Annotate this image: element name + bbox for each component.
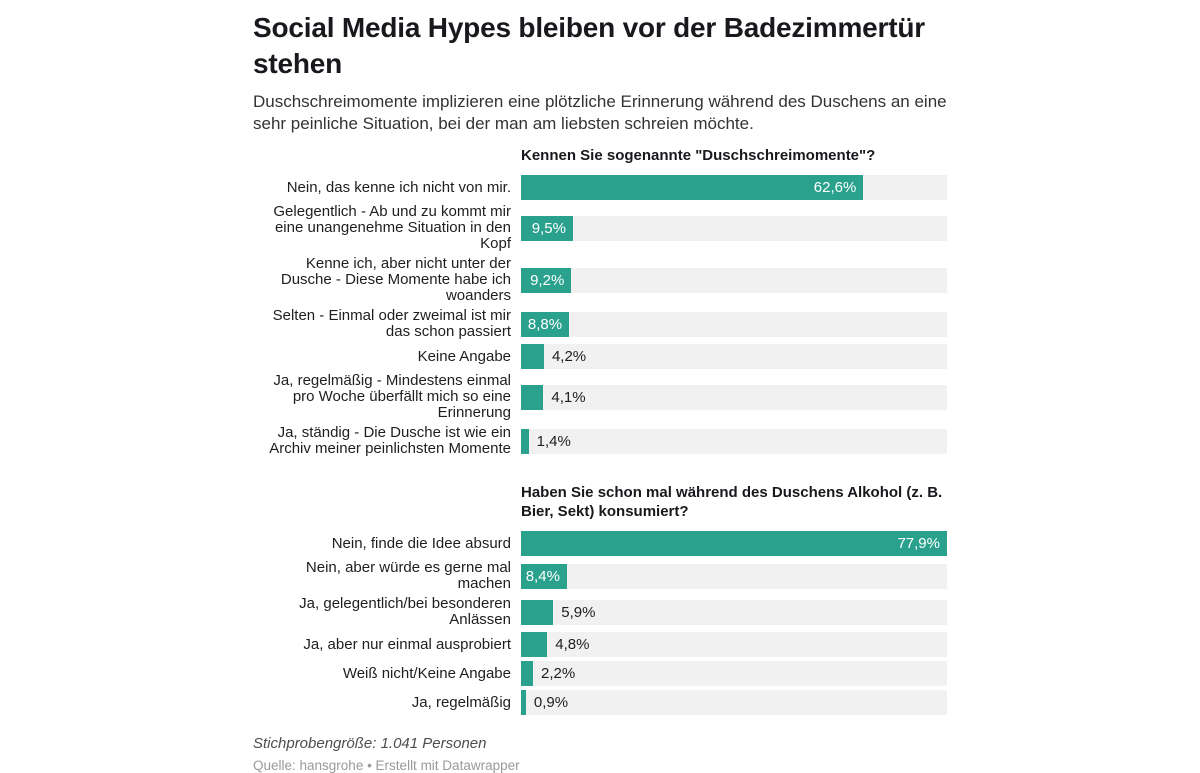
bar-rows: Nein, das kenne ich nicht von mir. 62,6% G… bbox=[253, 173, 947, 459]
value-label: 4,8% bbox=[555, 636, 590, 653]
bar bbox=[521, 632, 548, 657]
bar bbox=[521, 599, 554, 625]
chart-section-alkohol: Haben Sie schon mal während des Duschens… bbox=[253, 483, 947, 717]
bar-row: Selten - Einmal oder zweimal ist mir das… bbox=[253, 306, 947, 342]
value-label: 9,5% bbox=[531, 219, 566, 237]
chart-question: Kennen Sie sogenannte "Duschschreimoment… bbox=[521, 147, 876, 164]
bar-rows: Nein, finde die Idee absurd 77,9% Nein, ab… bbox=[253, 529, 947, 717]
bar bbox=[521, 661, 534, 686]
bar bbox=[521, 690, 526, 715]
bar: 9,5% bbox=[521, 215, 573, 241]
bar-row: Weiß nicht/Keine Angabe 2,2% bbox=[253, 659, 947, 688]
value-label: 8,4% bbox=[525, 567, 560, 585]
value-label: 5,9% bbox=[561, 603, 596, 621]
bar-track: 9,2% bbox=[521, 267, 947, 293]
value-label: 9,2% bbox=[530, 271, 565, 289]
value-label: 62,6% bbox=[813, 179, 857, 196]
bar-row: Nein, das kenne ich nicht von mir. 62,6% bbox=[253, 173, 947, 202]
category-label: Ja, ständig - Die Dusche ist wie ein Arc… bbox=[269, 424, 511, 457]
bar: 8,4% bbox=[521, 563, 567, 589]
source-line: Quelle: hansgrohe • Erstellt mit Datawra… bbox=[253, 758, 520, 773]
chart-container: Social Media Hypes bleiben vor der Badez… bbox=[253, 0, 947, 773]
bar-row: Gelegentlich - Ab und zu kommt mir eine … bbox=[253, 202, 947, 254]
bar-track: 2,2% bbox=[521, 661, 947, 686]
value-label: 0,9% bbox=[533, 694, 569, 711]
bar-track: 4,1% bbox=[521, 384, 947, 410]
bar-track: 4,8% bbox=[521, 632, 947, 657]
bar-track: 4,2% bbox=[521, 344, 947, 369]
bar: 77,9% bbox=[521, 531, 947, 556]
category-label: Ja, aber nur einmal ausprobiert bbox=[303, 635, 511, 653]
page-title: Social Media Hypes bleiben vor der Badez… bbox=[253, 12, 925, 79]
category-label: Ja, regelmäßig - Mindestens einmal pro W… bbox=[273, 372, 511, 421]
value-label: 2,2% bbox=[541, 665, 576, 682]
chart-section-duschschreimomente: Kennen Sie sogenannte "Duschschreimoment… bbox=[253, 146, 947, 459]
bar bbox=[521, 428, 529, 454]
bar-track: 8,8% bbox=[521, 311, 947, 337]
category-label: Nein, aber würde es gerne mal machen bbox=[305, 559, 511, 592]
bar-row: Ja, aber nur einmal ausprobiert 4,8% bbox=[253, 630, 947, 659]
bar-row: Ja, regelmäßig 0,9% bbox=[253, 688, 947, 717]
category-label: Nein, finde die Idee absurd bbox=[331, 534, 511, 552]
category-label: Ja, regelmäßig bbox=[411, 693, 511, 711]
category-label: Keine Angabe bbox=[417, 347, 511, 365]
bar-row: Kenne ich, aber nicht unter der Dusche -… bbox=[253, 254, 947, 306]
bar-row: Keine Angabe 4,2% bbox=[253, 342, 947, 371]
bar-track: 8,4% bbox=[521, 563, 947, 589]
bar-row: Ja, gelegentlich/bei besonderen Anlässen… bbox=[253, 594, 947, 630]
value-label: 77,9% bbox=[897, 535, 940, 552]
bar: 8,8% bbox=[521, 311, 570, 337]
category-label: Gelegentlich - Ab und zu kommt mir eine … bbox=[273, 203, 511, 252]
category-label: Ja, gelegentlich/bei besonderen Anlässen bbox=[299, 595, 511, 628]
chart-footer: Stichprobengröße: 1.041 Personen Quelle:… bbox=[253, 735, 947, 773]
bar-track: 1,4% bbox=[521, 428, 947, 454]
bar-track: 0,9% bbox=[521, 690, 947, 715]
category-label: Nein, das kenne ich nicht von mir. bbox=[286, 178, 511, 196]
bar-track: 77,9% bbox=[521, 531, 947, 556]
bar-track: 9,5% bbox=[521, 215, 947, 241]
bar bbox=[521, 344, 544, 369]
value-label: 1,4% bbox=[536, 432, 571, 450]
category-label: Kenne ich, aber nicht unter der Dusche -… bbox=[280, 255, 511, 304]
bar-row: Nein, finde die Idee absurd 77,9% bbox=[253, 529, 947, 558]
category-label: Selten - Einmal oder zweimal ist mir das… bbox=[272, 307, 511, 340]
bar-track: 62,6% bbox=[521, 175, 947, 200]
chart-question: Haben Sie schon mal während des Duschens… bbox=[521, 484, 943, 520]
bar-row: Ja, ständig - Die Dusche ist wie ein Arc… bbox=[253, 423, 947, 459]
bar: 9,2% bbox=[521, 267, 572, 293]
bar-row: Nein, aber würde es gerne mal machen 8,4% bbox=[253, 558, 947, 594]
category-label: Weiß nicht/Keine Angabe bbox=[342, 664, 511, 682]
bar-track: 5,9% bbox=[521, 599, 947, 625]
value-label: 4,2% bbox=[551, 348, 587, 365]
sample-size-note: Stichprobengröße: 1.041 Personen bbox=[253, 735, 487, 752]
value-label: 4,1% bbox=[551, 388, 586, 406]
value-label: 8,8% bbox=[527, 315, 563, 333]
bar bbox=[521, 384, 544, 410]
bar-row: Ja, regelmäßig - Mindestens einmal pro W… bbox=[253, 371, 947, 423]
page-subtitle: Duschschreimomente implizieren eine plöt… bbox=[253, 92, 947, 133]
bar: 62,6% bbox=[521, 175, 864, 200]
